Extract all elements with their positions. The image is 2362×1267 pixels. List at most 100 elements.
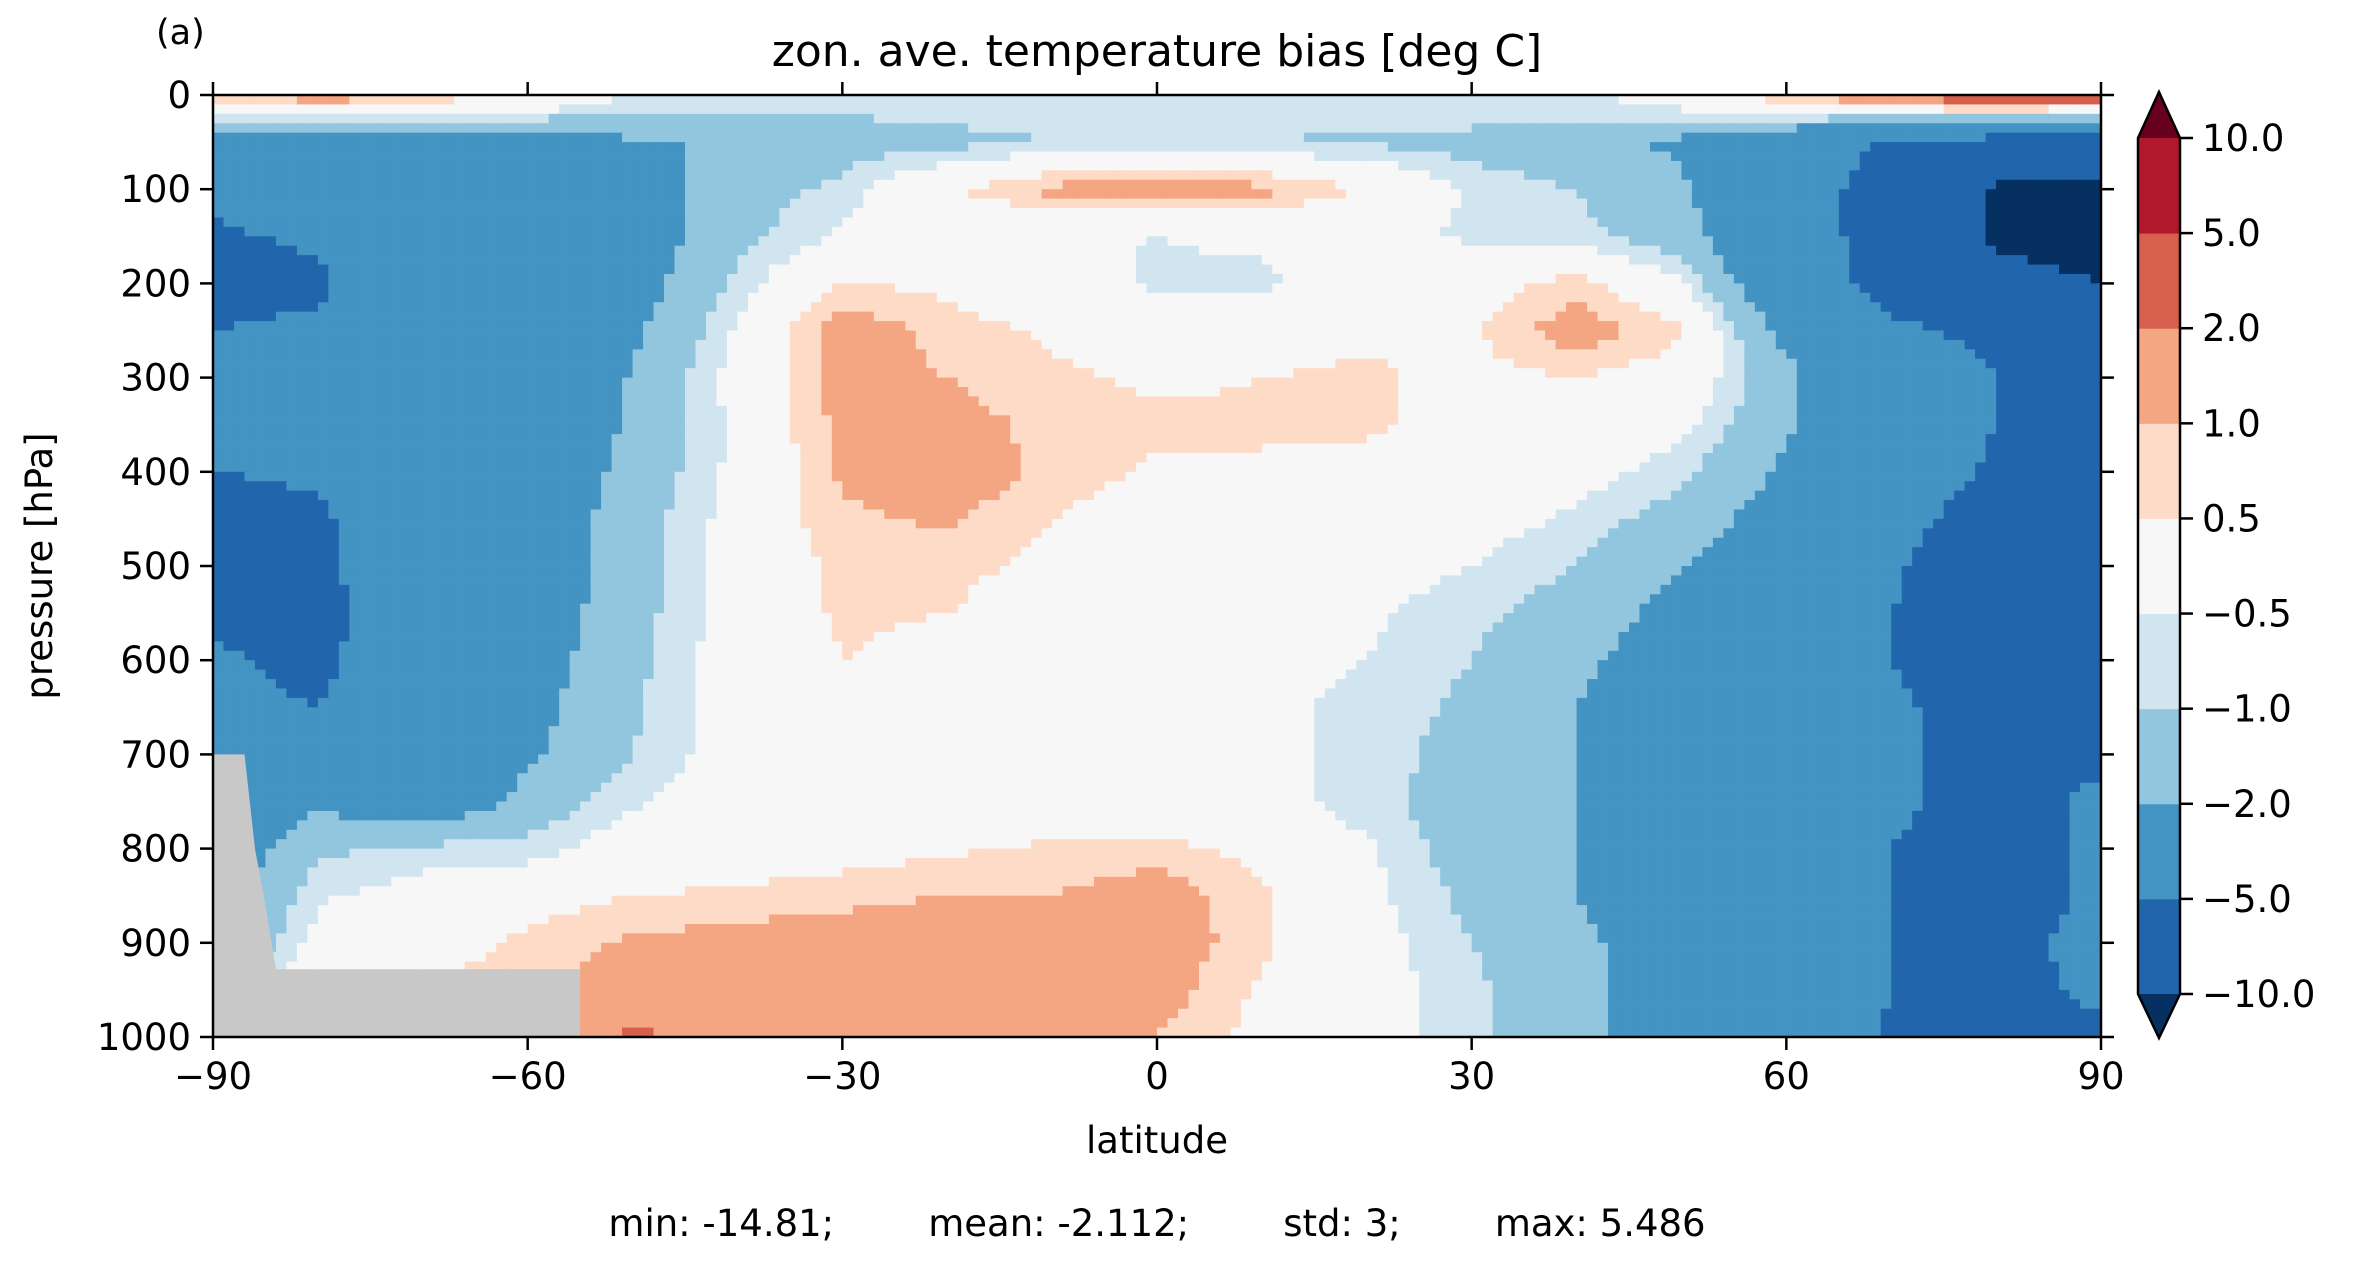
contour-cell [926, 339, 938, 350]
contour-cell [1282, 217, 1294, 228]
contour-cell [1597, 208, 1609, 219]
contour-cell [213, 339, 225, 350]
contour-cell [433, 208, 445, 219]
contour-cell [506, 339, 518, 350]
contour-cell [2048, 208, 2060, 219]
contour-cell [2027, 151, 2039, 162]
contour-cell [643, 245, 655, 256]
contour-cell [1618, 292, 1630, 303]
contour-cell [2080, 179, 2092, 190]
contour-cell [1744, 189, 1756, 200]
contour-cell [401, 292, 413, 303]
contour-cell [1356, 292, 1368, 303]
contour-cell [1209, 226, 1221, 237]
contour-cell [1115, 170, 1127, 181]
contour-cell [475, 179, 487, 190]
chart-title: zon. ave. temperature bias [deg C] [772, 26, 1542, 77]
contour-cell [223, 132, 235, 143]
contour-cell [821, 123, 833, 134]
contour-cell [1733, 160, 1745, 171]
contour-cell [1219, 311, 1232, 322]
contour-cell [1933, 321, 1945, 332]
contour-cell [1712, 142, 1724, 153]
contour-cell [1576, 339, 1588, 350]
contour-cell [2080, 217, 2092, 228]
contour-cell [789, 349, 801, 360]
contour-cell [1943, 330, 1955, 341]
contour-cell [989, 142, 1001, 153]
contour-cell [779, 95, 791, 106]
contour-cell [1786, 255, 1798, 266]
contour-cell [1534, 189, 1546, 200]
contour-cell [622, 311, 634, 322]
contour-cell [1167, 95, 1179, 106]
contour-cell [2017, 245, 2029, 256]
contour-cell [1167, 132, 1179, 143]
contour-cell [1461, 179, 1473, 190]
contour-cell [1943, 198, 1955, 209]
contour-cell [1975, 189, 1987, 200]
contour-cell [664, 349, 676, 360]
contour-cell [1670, 236, 1683, 247]
contour-cell [821, 245, 833, 256]
contour-cell [1094, 132, 1106, 143]
contour-cell [359, 123, 371, 134]
contour-cell [978, 339, 990, 350]
contour-cell [674, 311, 686, 322]
contour-cell [1408, 189, 1420, 200]
contour-cell [506, 236, 518, 247]
contour-cell [947, 170, 959, 181]
contour-cell [852, 170, 864, 181]
contour-cell [726, 292, 739, 303]
contour-cell [1031, 339, 1043, 350]
contour-cell [915, 189, 927, 200]
contour-cell [1419, 189, 1431, 200]
contour-cell [1188, 339, 1200, 350]
contour-cell [296, 339, 308, 350]
contour-cell [1282, 179, 1294, 190]
contour-cell [401, 236, 413, 247]
contour-cell [863, 321, 875, 332]
contour-cell [223, 123, 235, 134]
contour-cell [1440, 113, 1452, 124]
contour-cell [1345, 208, 1357, 219]
contour-cell [1345, 339, 1357, 350]
contour-cell [1943, 283, 1955, 294]
contour-cell [1849, 170, 1861, 181]
contour-cell [1859, 179, 1871, 190]
contour-cell [349, 160, 361, 171]
contour-cell [1723, 170, 1735, 181]
contour-cell [1629, 113, 1641, 124]
contour-cell [1702, 95, 1714, 106]
contour-cell [1838, 321, 1850, 332]
contour-cell [1282, 283, 1294, 294]
contour-cell [1324, 349, 1336, 360]
contour-cell [538, 292, 550, 303]
contour-cell [1471, 132, 1483, 143]
contour-cell [685, 226, 697, 237]
contour-cell [1775, 104, 1787, 115]
contour-cell [1125, 255, 1137, 266]
contour-cell [1985, 264, 1997, 275]
contour-cell [873, 321, 885, 332]
contour-cell [244, 123, 256, 134]
contour-cell [1020, 123, 1032, 134]
contour-cell [1838, 292, 1850, 303]
contour-cell [789, 245, 801, 256]
contour-cell [726, 339, 739, 350]
contour-cell [664, 226, 676, 237]
contour-cell [1786, 189, 1798, 200]
contour-cell [1125, 245, 1137, 256]
contour-cell [1251, 226, 1263, 237]
contour-cell [1482, 142, 1494, 153]
contour-cell [1293, 321, 1305, 332]
contour-cell [1880, 113, 1892, 124]
contour-cell [1136, 245, 1148, 256]
contour-cell [601, 95, 613, 106]
contour-cell [789, 330, 801, 341]
contour-cell [1157, 330, 1169, 341]
contour-cell [852, 198, 864, 209]
contour-cell [307, 142, 319, 153]
contour-cell [831, 311, 843, 322]
contour-cell [1534, 245, 1546, 256]
